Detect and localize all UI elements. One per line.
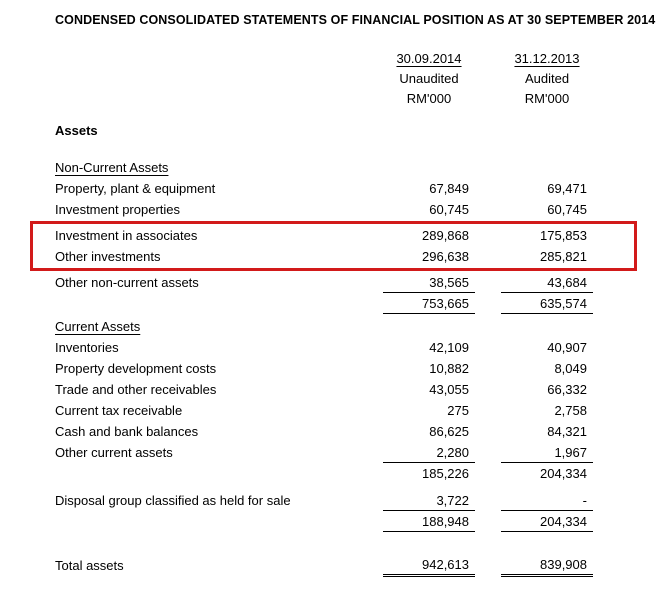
table-row-investment-in-associates: Investment in associates 289,868 175,853 [55, 225, 593, 246]
table-row-property-development-costs: Property development costs 10,882 8,049 [55, 358, 593, 379]
column-header-units: RM'000 RM'000 [55, 88, 593, 108]
column-header-2014: 30.09.2014 [383, 48, 475, 68]
column-header-dates: 30.09.2014 31.12.2013 [55, 48, 593, 68]
section-heading-label: Non-Current Assets [55, 160, 169, 175]
row-label: Cash and bank balances [55, 424, 199, 439]
statement-table: 30.09.2014 31.12.2013 Unaudited Audited … [0, 48, 665, 577]
column-date-2014: 30.09.2014 [396, 50, 462, 66]
amount-2013: 43,684 [501, 272, 593, 293]
section-heading-current-assets: Current Assets [55, 316, 593, 337]
section-heading-label: Assets [55, 123, 98, 138]
row-label: Investment in associates [55, 228, 198, 243]
table-row-other-investments: Other investments 296,638 285,821 [55, 246, 593, 267]
row-label: Inventories [55, 340, 119, 355]
table-row-ppe: Property, plant & equipment 67,849 69,47… [55, 178, 593, 199]
column-date-2013: 31.12.2013 [514, 50, 580, 66]
table-row-trade-receivables: Trade and other receivables 43,055 66,33… [55, 379, 593, 400]
amount-2014: 43,055 [429, 382, 469, 397]
amount-2013: 204,334 [540, 466, 587, 481]
subtotal-row-current-assets: 185,226 204,334 [55, 463, 593, 484]
amount-2013: 175,853 [540, 228, 587, 243]
section-heading-non-current-assets: Non-Current Assets [55, 157, 593, 178]
column-header-2013: 31.12.2013 [501, 48, 593, 68]
row-label: Disposal group classified as held for sa… [55, 493, 291, 508]
row-label: Property, plant & equipment [55, 181, 216, 196]
amount-2014: 185,226 [422, 466, 469, 481]
table-row-other-current-assets: Other current assets 2,280 1,967 [55, 442, 593, 463]
amount-2014: 67,849 [429, 181, 469, 196]
table-row-other-non-current-assets: Other non-current assets 38,565 43,684 [55, 272, 593, 293]
amount-2013: 84,321 [547, 424, 587, 439]
spacer [55, 141, 593, 157]
statement-title: CONDENSED CONSOLIDATED STATEMENTS OF FIN… [55, 13, 656, 27]
table-row-investment-properties: Investment properties 60,745 60,745 [55, 199, 593, 220]
column-unit-2014: RM'000 [406, 90, 452, 106]
amount-2013: - [501, 490, 593, 511]
amount-2013: 2,758 [554, 403, 587, 418]
row-label: Other non-current assets [55, 275, 199, 290]
amount-2014: 296,638 [422, 249, 469, 264]
amount-2014: 753,665 [383, 293, 475, 314]
table-row-current-tax-receivable: Current tax receivable 275 2,758 [55, 400, 593, 421]
amount-2014: 188,948 [383, 511, 475, 532]
amount-2013: 8,049 [554, 361, 587, 376]
column-unit-2013: RM'000 [524, 90, 570, 106]
amount-2014: 86,625 [429, 424, 469, 439]
spacer [55, 532, 593, 554]
amount-2013: 204,334 [501, 511, 593, 532]
subtotal-row-non-current-assets: 753,665 635,574 [55, 293, 593, 314]
amount-2013: 839,908 [501, 554, 593, 577]
row-label: Current tax receivable [55, 403, 183, 418]
row-label: Investment properties [55, 202, 181, 217]
table-row-disposal-group: Disposal group classified as held for sa… [55, 490, 593, 511]
amount-2014: 289,868 [422, 228, 469, 243]
row-label: Total assets [55, 558, 124, 573]
column-status-2013: Audited [524, 70, 570, 86]
amount-2013: 69,471 [547, 181, 587, 196]
amount-2014: 942,613 [383, 554, 475, 577]
column-header-status: Unaudited Audited [55, 68, 593, 88]
amount-2014: 60,745 [429, 202, 469, 217]
row-label: Other current assets [55, 445, 173, 460]
highlight-box: Investment in associates 289,868 175,853… [30, 221, 637, 271]
column-status-2014: Unaudited [399, 70, 459, 86]
section-heading-label: Current Assets [55, 319, 141, 334]
amount-2013: 60,745 [547, 202, 587, 217]
row-label: Other investments [55, 249, 161, 264]
spacer [55, 108, 593, 120]
table-row-cash-and-bank: Cash and bank balances 86,625 84,321 [55, 421, 593, 442]
amount-2013: 1,967 [501, 442, 593, 463]
amount-2014: 10,882 [429, 361, 469, 376]
row-label: Property development costs [55, 361, 217, 376]
table-row-inventories: Inventories 42,109 40,907 [55, 337, 593, 358]
section-heading-assets: Assets [55, 120, 593, 141]
row-label: Trade and other receivables [55, 382, 217, 397]
amount-2014: 275 [447, 403, 469, 418]
amount-2014: 3,722 [383, 490, 475, 511]
amount-2013: 66,332 [547, 382, 587, 397]
amount-2013: 285,821 [540, 249, 587, 264]
amount-2014: 38,565 [383, 272, 475, 293]
subtotal-row-current-assets-total: 188,948 204,334 [55, 511, 593, 532]
total-assets-row: Total assets 942,613 839,908 [55, 554, 593, 577]
amount-2014: 2,280 [383, 442, 475, 463]
amount-2013: 40,907 [547, 340, 587, 355]
amount-2014: 42,109 [429, 340, 469, 355]
amount-2013: 635,574 [501, 293, 593, 314]
